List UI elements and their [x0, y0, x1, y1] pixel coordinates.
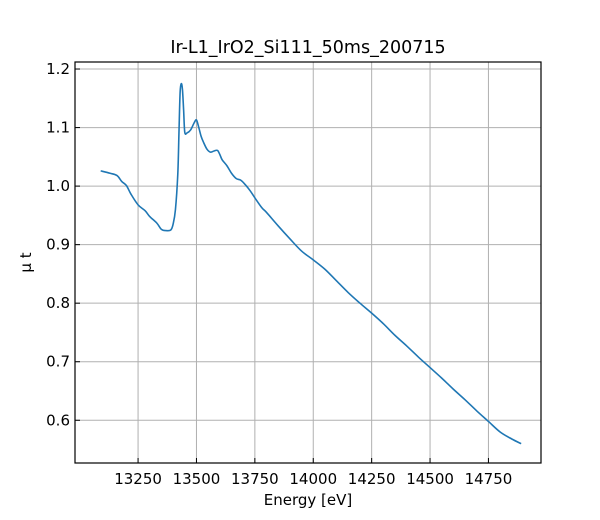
x-tick-label: 14500 — [406, 470, 454, 488]
y-tick-label: 0.8 — [46, 294, 70, 312]
y-axis-label: μ t — [17, 252, 35, 272]
series-layer — [100, 82, 522, 445]
chart-title: Ir-L1_IrO2_Si111_50ms_200715 — [170, 38, 445, 58]
grid-layer — [75, 62, 541, 463]
plot-frame — [74, 61, 542, 464]
y-tick-label: 0.6 — [46, 411, 70, 429]
x-tick-label: 13500 — [173, 470, 221, 488]
x-tick-label: 14250 — [348, 470, 396, 488]
x-tick-label: 14750 — [465, 470, 513, 488]
y-tick-label: 0.9 — [46, 236, 70, 254]
x-tick-label: 13750 — [231, 470, 279, 488]
x-tick-label: 14000 — [289, 470, 337, 488]
y-tick-label: 1.0 — [46, 177, 70, 195]
tick-layer: 13250 13500 13750 14000 14250 14500 14750 0.6 0.… — [46, 60, 512, 488]
y-tick-label: 1.2 — [46, 60, 70, 78]
x-axis-label: Energy [eV] — [264, 491, 352, 509]
y-tick-label: 0.7 — [46, 353, 70, 371]
x-tick-label: 13250 — [114, 470, 162, 488]
series-line — [100, 82, 522, 445]
y-tick-label: 1.1 — [46, 119, 70, 137]
